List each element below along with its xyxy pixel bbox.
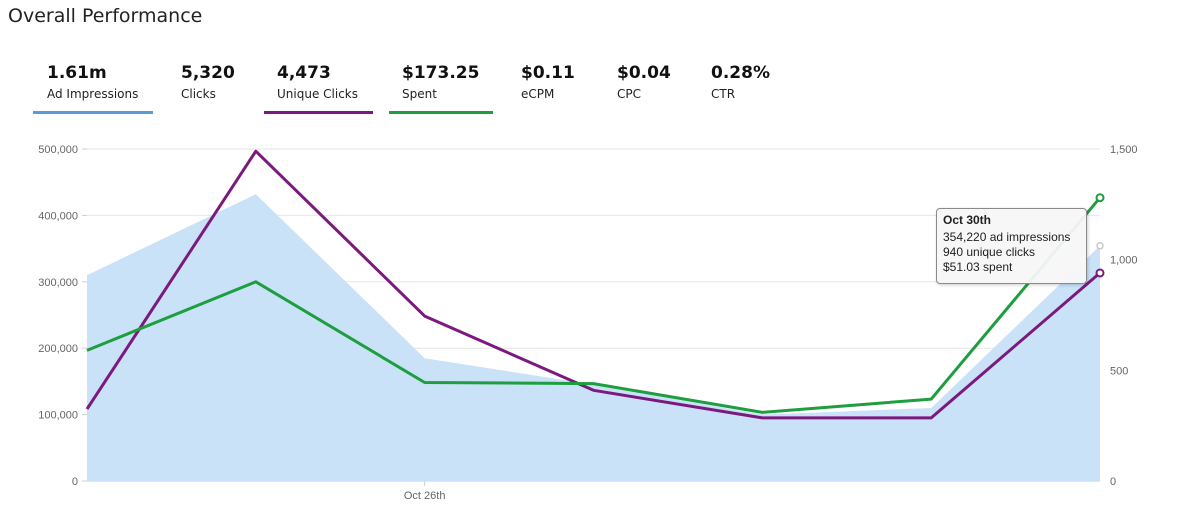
- left-axis-tick-label: 400,000: [38, 210, 78, 222]
- line-series-layer: [85, 149, 1102, 420]
- line-series-spent: [86, 196, 1102, 414]
- metric-cpc[interactable]: $0.04 CPC: [617, 62, 687, 114]
- metric-label: CTR: [711, 87, 736, 101]
- left-axis-tick-label: 100,000: [38, 410, 78, 422]
- area-point-marker: [1096, 242, 1104, 250]
- metric-value: $0.04: [617, 63, 671, 83]
- metric-label: CPC: [617, 87, 641, 101]
- left-axis-tick-label: 500,000: [38, 144, 78, 156]
- right-axis-tick-label: 1,500: [1110, 144, 1138, 156]
- metric-value: $173.25: [402, 63, 480, 83]
- line-series-unique-clicks: [85, 149, 1101, 420]
- metric-value: 5,320: [181, 63, 235, 83]
- metric-label: Ad Impressions: [47, 87, 139, 101]
- metric-label: Unique Clicks: [277, 87, 358, 101]
- left-axis-tick-label: 200,000: [38, 343, 78, 355]
- metric-label: Spent: [402, 87, 437, 101]
- chart-tooltip: Oct 30th 354,220 ad impressions 940 uniq…: [936, 208, 1087, 284]
- metric-underline: [389, 111, 493, 114]
- metric-label: eCPM: [521, 87, 555, 101]
- performance-chart[interactable]: 0 100,000 200,000 300,000 400,000 500,000 0 500…: [0, 130, 1185, 510]
- tooltip-line: 354,220 ad impressions: [943, 230, 1071, 244]
- tooltip-line: 940 unique clicks: [943, 245, 1036, 259]
- metric-ad-impressions[interactable]: 1.61m Ad Impressions: [33, 62, 153, 114]
- metric-spent[interactable]: $173.25 Spent: [389, 62, 493, 114]
- right-axis-tick-label: 0: [1110, 476, 1116, 488]
- axis-labels: 0 100,000 200,000 300,000 400,000 500,000 0 500…: [38, 144, 1137, 502]
- tooltip-title: Oct 30th: [943, 213, 992, 227]
- metric-value: 0.28%: [711, 63, 770, 83]
- left-axis-tick-label: 300,000: [38, 277, 78, 289]
- metric-underline: [33, 111, 153, 114]
- left-axis-tick-label: 0: [72, 476, 78, 488]
- metric-ecpm[interactable]: $0.11 eCPM: [521, 62, 591, 114]
- metric-ctr[interactable]: 0.28% CTR: [711, 62, 781, 114]
- area-series-impressions: [87, 194, 1100, 481]
- metric-value: 1.61m: [47, 63, 107, 83]
- metric-value: $0.11: [521, 63, 575, 83]
- line-point-marker: [1095, 193, 1105, 203]
- area-series-layer: [87, 194, 1100, 481]
- tooltip-line: $51.03 spent: [943, 260, 1013, 274]
- metric-unique-clicks[interactable]: 4,473 Unique Clicks: [264, 62, 373, 114]
- metric-value: 4,473: [277, 63, 331, 83]
- metric-clicks[interactable]: 5,320 Clicks: [181, 62, 251, 114]
- point-markers: [1095, 193, 1105, 278]
- right-axis-tick-label: 500: [1110, 365, 1128, 377]
- metric-label: Clicks: [181, 87, 216, 101]
- x-axis-tick-label: Oct 26th: [404, 490, 446, 502]
- right-axis-tick-label: 1,000: [1110, 255, 1138, 267]
- metric-underline: [264, 111, 373, 114]
- line-point-marker: [1095, 268, 1105, 278]
- page-title: Overall Performance: [8, 5, 203, 27]
